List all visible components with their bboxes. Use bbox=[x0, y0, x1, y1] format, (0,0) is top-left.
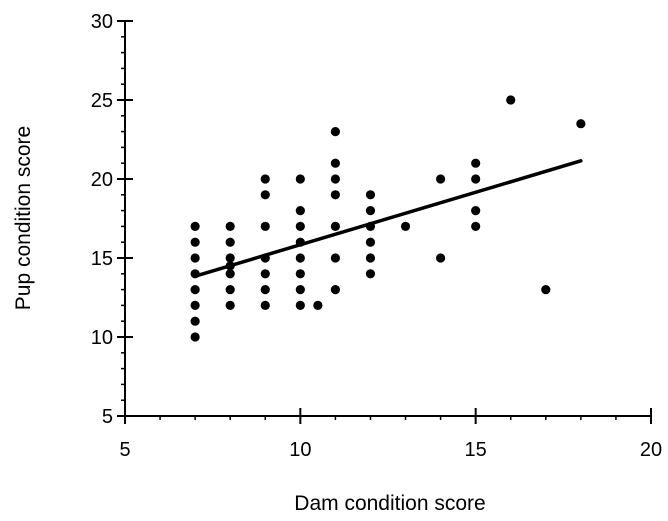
y-axis-title: Pup condition score bbox=[12, 126, 35, 310]
data-point bbox=[365, 237, 376, 247]
y-tick-label: 20 bbox=[91, 169, 113, 191]
data-point bbox=[295, 174, 305, 184]
data-point bbox=[190, 269, 200, 279]
data-point bbox=[295, 300, 305, 310]
data-point bbox=[260, 269, 270, 279]
data-point bbox=[576, 119, 586, 129]
data-point bbox=[541, 285, 551, 295]
data-point bbox=[260, 285, 270, 295]
data-point bbox=[506, 95, 516, 105]
data-points bbox=[190, 95, 586, 342]
data-point bbox=[295, 285, 305, 295]
x-tick-label: 20 bbox=[640, 439, 662, 461]
data-point bbox=[330, 285, 340, 295]
data-point bbox=[330, 174, 340, 184]
data-point bbox=[400, 221, 411, 231]
data-point bbox=[190, 285, 200, 295]
data-point bbox=[225, 300, 235, 310]
data-point bbox=[365, 206, 376, 216]
x-tick-label: 15 bbox=[465, 439, 487, 461]
data-point bbox=[436, 174, 446, 184]
y-tick-label: 30 bbox=[91, 11, 113, 33]
data-point bbox=[225, 261, 235, 271]
data-point bbox=[260, 174, 270, 184]
data-point bbox=[225, 285, 235, 295]
data-point bbox=[260, 253, 270, 263]
data-point bbox=[471, 158, 481, 168]
data-point bbox=[190, 316, 200, 326]
data-point bbox=[295, 221, 305, 231]
data-point bbox=[471, 174, 481, 184]
data-point bbox=[190, 300, 200, 310]
data-point bbox=[260, 300, 270, 310]
data-point bbox=[295, 269, 305, 279]
data-point bbox=[225, 253, 235, 263]
data-point bbox=[190, 253, 200, 263]
data-point bbox=[190, 221, 200, 231]
data-point bbox=[365, 221, 376, 231]
y-tick-label: 15 bbox=[91, 248, 113, 270]
x-axis-title: Dam condition score bbox=[294, 492, 485, 515]
data-point bbox=[225, 269, 235, 279]
data-point bbox=[190, 237, 200, 247]
data-point bbox=[365, 190, 376, 200]
data-point bbox=[436, 253, 446, 263]
trendline bbox=[193, 159, 583, 278]
x-tick-label: 10 bbox=[289, 439, 311, 461]
y-tick-label: 25 bbox=[91, 90, 113, 112]
data-point bbox=[365, 253, 376, 263]
axes bbox=[124, 21, 651, 417]
data-point bbox=[295, 206, 305, 216]
data-point bbox=[260, 190, 270, 200]
data-point bbox=[471, 221, 481, 231]
ticks: 5 10 15 20 5 10 15 20 25 30 bbox=[91, 11, 662, 461]
data-point bbox=[190, 332, 200, 342]
data-point bbox=[313, 300, 323, 310]
data-point bbox=[330, 221, 340, 231]
data-point bbox=[295, 237, 305, 247]
data-point bbox=[260, 221, 270, 231]
data-point bbox=[330, 158, 340, 168]
data-point bbox=[225, 237, 235, 247]
x-tick-label: 5 bbox=[119, 439, 130, 461]
data-point bbox=[330, 190, 340, 200]
data-point bbox=[365, 269, 376, 279]
data-point bbox=[471, 206, 481, 216]
data-point bbox=[330, 253, 340, 263]
trendline-group bbox=[193, 159, 583, 278]
y-tick-label: 5 bbox=[102, 406, 113, 428]
data-point bbox=[330, 127, 340, 137]
data-point bbox=[225, 221, 235, 231]
data-point bbox=[295, 253, 305, 263]
y-tick-label: 10 bbox=[91, 327, 113, 349]
